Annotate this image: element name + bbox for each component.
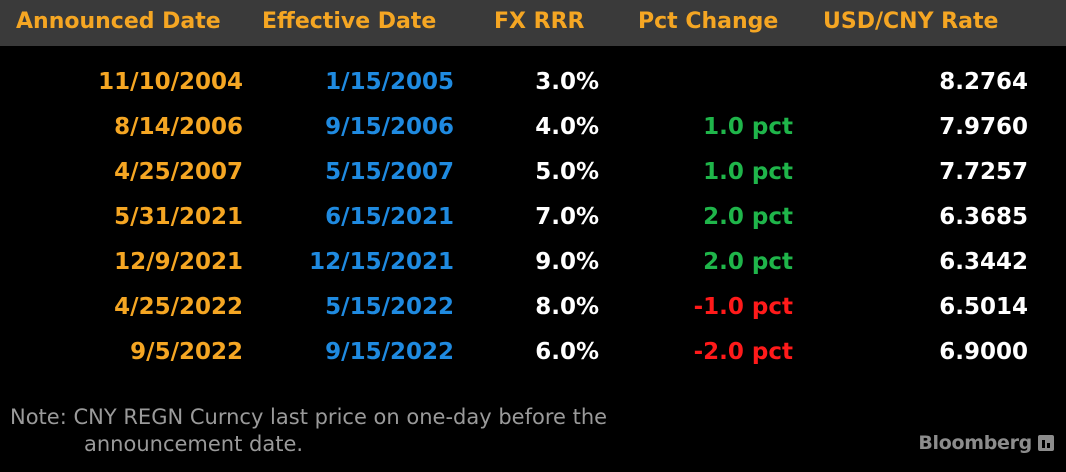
header-usd-cny-rate: USD/CNY Rate xyxy=(823,9,999,34)
fx-rrr-cell: 7.0% xyxy=(535,204,599,230)
pct-change-cell: 2.0 pct xyxy=(703,249,793,275)
usd-cny-rate-cell: 6.3442 xyxy=(939,249,1028,275)
pct-change-cell: -1.0 pct xyxy=(693,294,793,320)
bloomberg-terminal-icon xyxy=(1038,435,1054,451)
table-row: 12/9/2021 12/15/2021 9.0% 2.0 pct 6.3442 xyxy=(0,240,1066,284)
footnote: Note: CNY REGN Curncy last price on one-… xyxy=(10,404,770,458)
usd-cny-rate-cell: 8.2764 xyxy=(939,69,1028,95)
header-effective-date: Effective Date xyxy=(262,9,437,34)
fx-rrr-cell: 3.0% xyxy=(535,69,599,95)
fx-rrr-cell: 5.0% xyxy=(535,159,599,185)
header-fx-rrr: FX RRR xyxy=(494,9,585,34)
fx-rrr-cell: 9.0% xyxy=(535,249,599,275)
usd-cny-rate-cell: 6.3685 xyxy=(939,204,1028,230)
usd-cny-rate-cell: 7.7257 xyxy=(939,159,1028,185)
brand-name: Bloomberg xyxy=(918,432,1032,454)
effective-date-cell: 5/15/2007 xyxy=(325,159,454,185)
pct-change-cell: -2.0 pct xyxy=(693,339,793,365)
pct-change-cell: 1.0 pct xyxy=(703,114,793,140)
announced-date-cell: 9/5/2022 xyxy=(130,339,243,365)
table-row: 4/25/2007 5/15/2007 5.0% 1.0 pct 7.7257 xyxy=(0,150,1066,194)
effective-date-cell: 9/15/2022 xyxy=(325,339,454,365)
announced-date-cell: 12/9/2021 xyxy=(114,249,243,275)
effective-date-cell: 9/15/2006 xyxy=(325,114,454,140)
table-row: 4/25/2022 5/15/2022 8.0% -1.0 pct 6.5014 xyxy=(0,285,1066,329)
effective-date-cell: 5/15/2022 xyxy=(325,294,454,320)
effective-date-cell: 6/15/2021 xyxy=(325,204,454,230)
usd-cny-rate-cell: 6.5014 xyxy=(939,294,1028,320)
usd-cny-rate-cell: 6.9000 xyxy=(939,339,1028,365)
header-pct-change: Pct Change xyxy=(638,9,779,34)
announced-date-cell: 4/25/2007 xyxy=(114,159,243,185)
fx-rrr-cell: 8.0% xyxy=(535,294,599,320)
table-row: 9/5/2022 9/15/2022 6.0% -2.0 pct 6.9000 xyxy=(0,330,1066,374)
table-row: 11/10/2004 1/15/2005 3.0% 8.2764 xyxy=(0,60,1066,104)
announced-date-cell: 4/25/2022 xyxy=(114,294,243,320)
table-header: Announced Date Effective Date FX RRR Pct… xyxy=(0,0,1066,46)
announced-date-cell: 8/14/2006 xyxy=(114,114,243,140)
footnote-line-2: announcement date. xyxy=(84,432,304,456)
pct-change-cell: 2.0 pct xyxy=(703,204,793,230)
announced-date-cell: 5/31/2021 xyxy=(114,204,243,230)
usd-cny-rate-cell: 7.9760 xyxy=(939,114,1028,140)
effective-date-cell: 12/15/2021 xyxy=(309,249,454,275)
fx-rrr-cell: 4.0% xyxy=(535,114,599,140)
table-row: 5/31/2021 6/15/2021 7.0% 2.0 pct 6.3685 xyxy=(0,195,1066,239)
table-row: 8/14/2006 9/15/2006 4.0% 1.0 pct 7.9760 xyxy=(0,105,1066,149)
bloomberg-logo: Bloomberg xyxy=(918,432,1054,454)
effective-date-cell: 1/15/2005 xyxy=(325,69,454,95)
header-announced-date: Announced Date xyxy=(16,9,221,34)
fx-rrr-cell: 6.0% xyxy=(535,339,599,365)
announced-date-cell: 11/10/2004 xyxy=(98,69,243,95)
footnote-line-1: Note: CNY REGN Curncy last price on one-… xyxy=(10,405,608,429)
pct-change-cell: 1.0 pct xyxy=(703,159,793,185)
